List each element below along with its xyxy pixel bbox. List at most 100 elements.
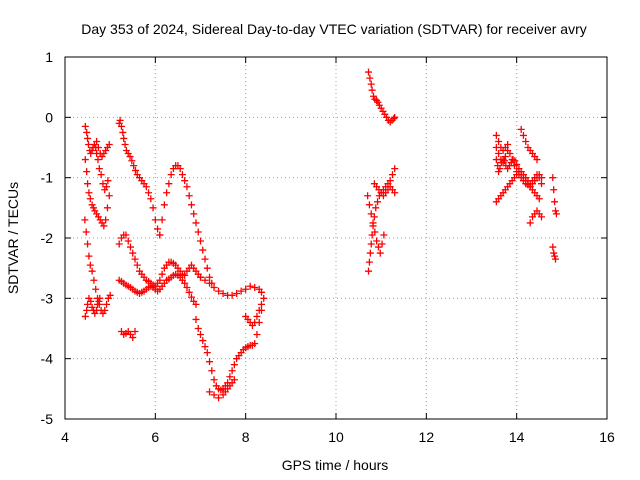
data-point [230, 376, 238, 384]
data-point [83, 128, 91, 136]
data-point [88, 303, 96, 311]
data-point [538, 213, 546, 221]
data-point [99, 180, 107, 188]
data-point [367, 240, 375, 248]
y-tick-label: -3 [41, 290, 54, 306]
data-point [371, 228, 379, 236]
data-point [215, 287, 223, 295]
data-point [367, 210, 375, 218]
data-point [215, 394, 223, 402]
data-point [105, 192, 113, 200]
data-point [93, 306, 101, 314]
data-point [255, 306, 263, 314]
data-point [197, 331, 204, 339]
data-point [219, 290, 227, 298]
data-point [378, 240, 386, 248]
data-point [552, 210, 560, 218]
data-point [103, 204, 111, 212]
data-point [522, 137, 530, 145]
x-tick-label: 12 [419, 429, 435, 445]
data-point [233, 290, 241, 298]
data-point [163, 189, 171, 197]
y-axis-label: SDTVAR / TECUs [5, 182, 21, 294]
data-point [526, 219, 534, 227]
data-point [126, 243, 134, 251]
data-point [206, 273, 214, 281]
data-point [550, 186, 558, 194]
data-point [181, 279, 189, 287]
data-point [199, 337, 207, 345]
data-point [253, 331, 261, 339]
data-point [208, 367, 216, 375]
data-point [206, 388, 214, 396]
data-point [230, 361, 238, 369]
data-point [90, 276, 98, 284]
data-point [197, 237, 204, 245]
x-tick-label: 16 [599, 429, 615, 445]
data-point [551, 198, 559, 206]
data-point [495, 150, 503, 158]
data-point [552, 207, 560, 215]
data-point [549, 243, 557, 251]
data-point [120, 134, 128, 142]
data-point [158, 216, 166, 224]
data-point [552, 255, 560, 263]
data-point [126, 153, 134, 161]
data-point [115, 240, 123, 248]
data-point [183, 283, 191, 291]
data-point [84, 180, 92, 188]
data-point [251, 283, 259, 291]
chart-title: Day 353 of 2024, Sidereal Day-to-day VTE… [81, 21, 587, 37]
data-point [96, 294, 104, 302]
data-point [391, 165, 399, 173]
data-point [376, 249, 384, 257]
data-point [210, 283, 218, 291]
data-point [82, 228, 90, 236]
data-point [185, 288, 193, 296]
data-point [551, 252, 559, 260]
data-point [94, 144, 102, 151]
data-point [197, 273, 204, 281]
data-point [366, 74, 374, 82]
data-point [88, 201, 96, 209]
data-point [89, 204, 97, 212]
data-point [105, 140, 113, 148]
y-tick-label: -4 [41, 351, 54, 367]
y-tick-label: 1 [45, 49, 53, 65]
data-point [192, 300, 200, 308]
x-tick-label: 8 [242, 429, 250, 445]
data-point [116, 116, 124, 124]
data-point [167, 171, 175, 179]
data-point [158, 270, 166, 278]
data-point [365, 258, 373, 266]
data-point [538, 180, 546, 188]
data-point [228, 291, 236, 299]
data-point [94, 156, 102, 164]
data-point [131, 166, 139, 174]
data-point [86, 261, 94, 269]
data-points [81, 68, 560, 402]
data-point [260, 294, 268, 302]
data-point [365, 68, 373, 76]
data-point [94, 300, 102, 308]
data-point [129, 249, 137, 257]
data-point [501, 153, 509, 161]
y-tick-label: -1 [41, 170, 54, 186]
data-point [88, 147, 96, 155]
data-point [185, 192, 193, 200]
data-point [210, 391, 218, 399]
x-tick-label: 4 [61, 429, 69, 445]
data-point [84, 240, 92, 248]
data-point [499, 159, 507, 167]
x-tick-label: 14 [509, 429, 525, 445]
data-point [367, 80, 375, 88]
data-point [257, 300, 265, 308]
x-tick-label: 10 [328, 429, 344, 445]
data-point [149, 204, 157, 212]
data-point [366, 249, 374, 257]
data-point [103, 300, 111, 308]
data-point [206, 358, 214, 366]
data-point [206, 279, 214, 287]
y-tick-label: -2 [41, 230, 54, 246]
data-point [226, 373, 234, 381]
